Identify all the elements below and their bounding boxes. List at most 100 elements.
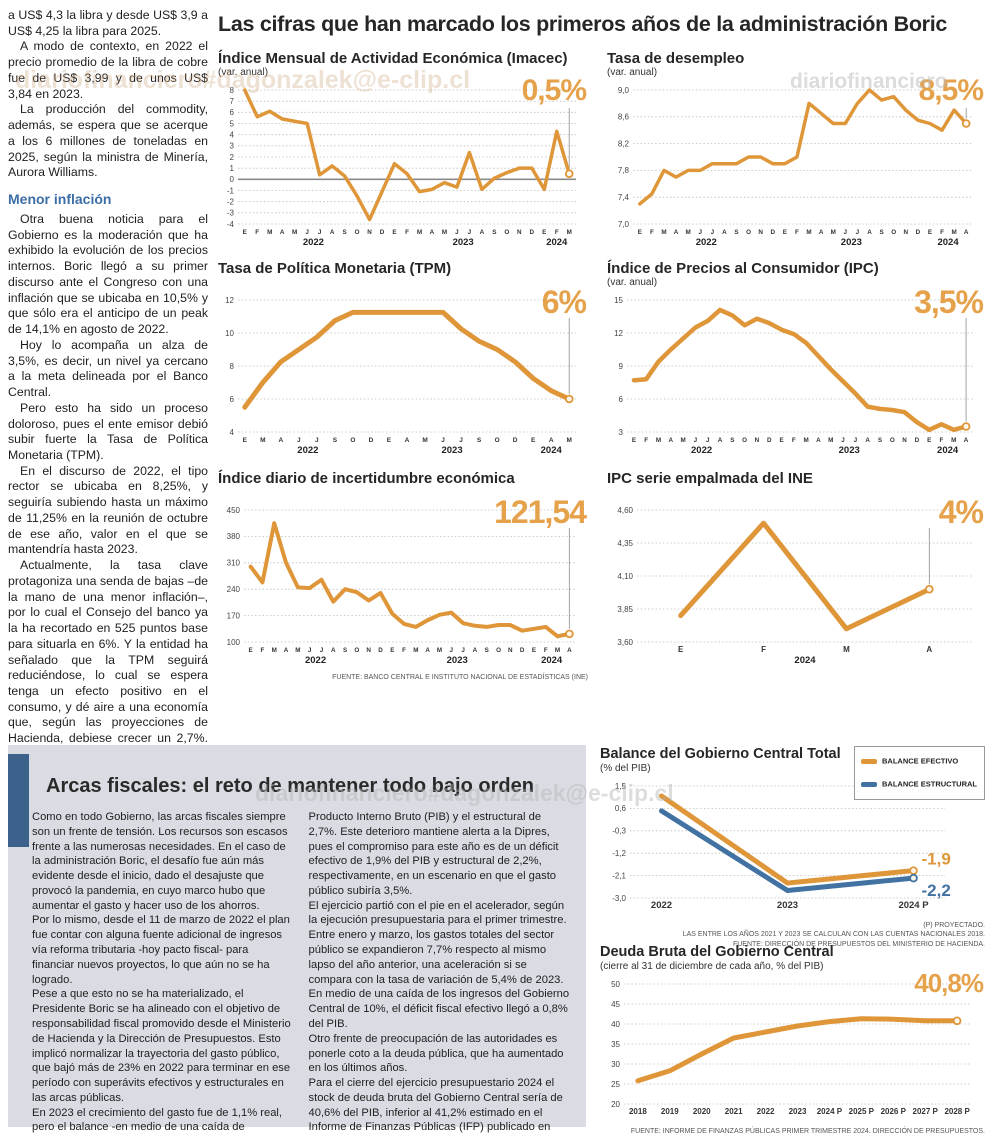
svg-text:A: A (430, 229, 435, 236)
svg-text:A: A (867, 229, 872, 236)
svg-text:6: 6 (230, 395, 235, 404)
svg-text:-1,9: -1,9 (922, 849, 951, 868)
svg-text:O: O (495, 437, 500, 444)
svg-text:J: J (844, 229, 848, 236)
svg-text:A: A (964, 229, 969, 236)
legend-label: BALANCE ESTRUCTURAL (882, 779, 977, 789)
svg-text:M: M (437, 647, 442, 654)
svg-text:3: 3 (230, 142, 235, 151)
chart-title: Balance del Gobierno Central Total (600, 746, 841, 762)
svg-text:D: D (520, 647, 525, 654)
chart-plot-balance: 1,5 0,6 -0,3 -1,2 -2,1 -3,0 2022 2023 2024 P -1,9… (612, 781, 951, 911)
svg-text:2022: 2022 (305, 655, 326, 666)
svg-text:M: M (806, 229, 811, 236)
article-paragraph: Actualmente, la tasa clave protagoniza u… (8, 558, 208, 763)
legend-swatch-icon (861, 782, 877, 788)
svg-text:25: 25 (611, 1079, 620, 1088)
chart-desempleo: Tasa de desempleo (var. anual) 9,0 8,6 8,2 7,… (607, 50, 985, 255)
svg-text:0,6: 0,6 (615, 804, 627, 813)
svg-text:E: E (387, 437, 392, 444)
svg-text:170: 170 (227, 612, 241, 621)
svg-text:J: J (455, 229, 459, 236)
svg-text:J: J (459, 437, 463, 444)
svg-text:J: J (450, 647, 454, 654)
svg-text:M: M (681, 437, 686, 444)
svg-text:A: A (480, 229, 485, 236)
svg-text:J: J (706, 437, 710, 444)
svg-text:S: S (477, 437, 482, 444)
svg-text:35: 35 (611, 1039, 620, 1048)
svg-text:8,6: 8,6 (618, 113, 630, 122)
svg-text:J: J (468, 229, 472, 236)
svg-text:2023: 2023 (447, 655, 468, 666)
svg-text:M: M (843, 645, 850, 654)
chart-plot-deuda: 50 45 40 35 30 25 20 2018 2019 2020 2021 2022 2023 20… (611, 979, 971, 1116)
svg-text:E: E (632, 437, 636, 444)
svg-text:F: F (792, 437, 796, 444)
svg-text:A: A (473, 647, 478, 654)
svg-text:A: A (865, 437, 870, 444)
svg-text:8: 8 (230, 362, 235, 371)
svg-text:2022: 2022 (651, 900, 672, 911)
chart-ipc_ine: IPC serie empalmada del INE 4,60 4,35 4,10 3… (607, 470, 985, 673)
chart-title: Tasa de Política Monetaria (TPM) (218, 260, 452, 277)
svg-text:3,60: 3,60 (617, 638, 633, 647)
svg-text:450: 450 (227, 506, 241, 515)
chart-title: Índice diario de incertidumbre económica (218, 470, 515, 487)
svg-text:A: A (819, 229, 824, 236)
svg-text:2024: 2024 (546, 237, 568, 248)
svg-text:D: D (770, 229, 775, 236)
svg-text:A: A (674, 229, 679, 236)
svg-text:M: M (442, 229, 447, 236)
svg-text:E: E (390, 647, 394, 654)
chart-big-number: 121,54 (494, 494, 587, 531)
svg-text:2023: 2023 (789, 1107, 807, 1116)
svg-text:N: N (366, 647, 371, 654)
svg-text:S: S (485, 647, 489, 654)
arcas-paragraph: Producto Interno Bruto (PIB) y el estruc… (308, 811, 559, 897)
svg-text:9: 9 (619, 362, 624, 371)
svg-text:J: J (305, 229, 309, 236)
article-paragraph: Pero esto ha sido un proceso doloroso, p… (8, 400, 208, 462)
arcas-fiscales-panel: Arcas fiscales: el reto de mantener todo… (8, 745, 586, 1133)
chart-subtitle: (var. anual) (607, 67, 658, 79)
article-paragraph: a US$ 4,3 la libra y desde US$ 3,9 a US$… (8, 8, 208, 38)
svg-text:F: F (544, 647, 548, 654)
svg-text:E: E (542, 229, 546, 236)
arcas-paragraph: Para el cierre del ejercicio presupuesta… (308, 1077, 563, 1133)
svg-text:N: N (758, 229, 763, 236)
chart-title: Tasa de desempleo (607, 50, 745, 67)
svg-text:2023: 2023 (841, 237, 862, 248)
chart-big-number: 40,8% (914, 967, 984, 998)
chart-ipc: Índice de Precios al Consumidor (IPC) (va… (607, 260, 985, 463)
svg-text:2024: 2024 (794, 655, 816, 666)
svg-text:2022: 2022 (757, 1107, 775, 1116)
svg-text:S: S (343, 647, 347, 654)
svg-text:A: A (816, 437, 821, 444)
svg-text:N: N (367, 229, 372, 236)
svg-text:2024 P: 2024 P (817, 1107, 843, 1116)
svg-text:A: A (278, 437, 283, 444)
svg-text:45: 45 (611, 999, 620, 1008)
svg-text:100: 100 (227, 638, 241, 647)
svg-text:J: J (320, 647, 324, 654)
chart-title: Índice de Precios al Consumidor (IPC) (607, 260, 879, 277)
svg-text:4: 4 (230, 428, 235, 437)
svg-text:M: M (267, 229, 272, 236)
svg-text:A: A (567, 647, 572, 654)
svg-text:N: N (902, 437, 907, 444)
svg-text:10: 10 (225, 329, 234, 338)
chart-big-number: 4% (938, 494, 984, 531)
svg-text:A: A (964, 437, 969, 444)
article-subhead: Menor inflación (8, 191, 112, 208)
svg-text:F: F (940, 437, 944, 444)
svg-text:E: E (927, 437, 931, 444)
chart-title: Deuda Bruta del Gobierno Central (600, 944, 834, 960)
svg-text:-3: -3 (227, 209, 235, 218)
arcas-paragraph: Por lo mismo, desde el 11 de marzo de 20… (32, 914, 290, 986)
svg-text:D: D (530, 229, 535, 236)
svg-text:S: S (879, 229, 883, 236)
svg-text:F: F (650, 229, 654, 236)
svg-text:2022: 2022 (297, 445, 318, 456)
